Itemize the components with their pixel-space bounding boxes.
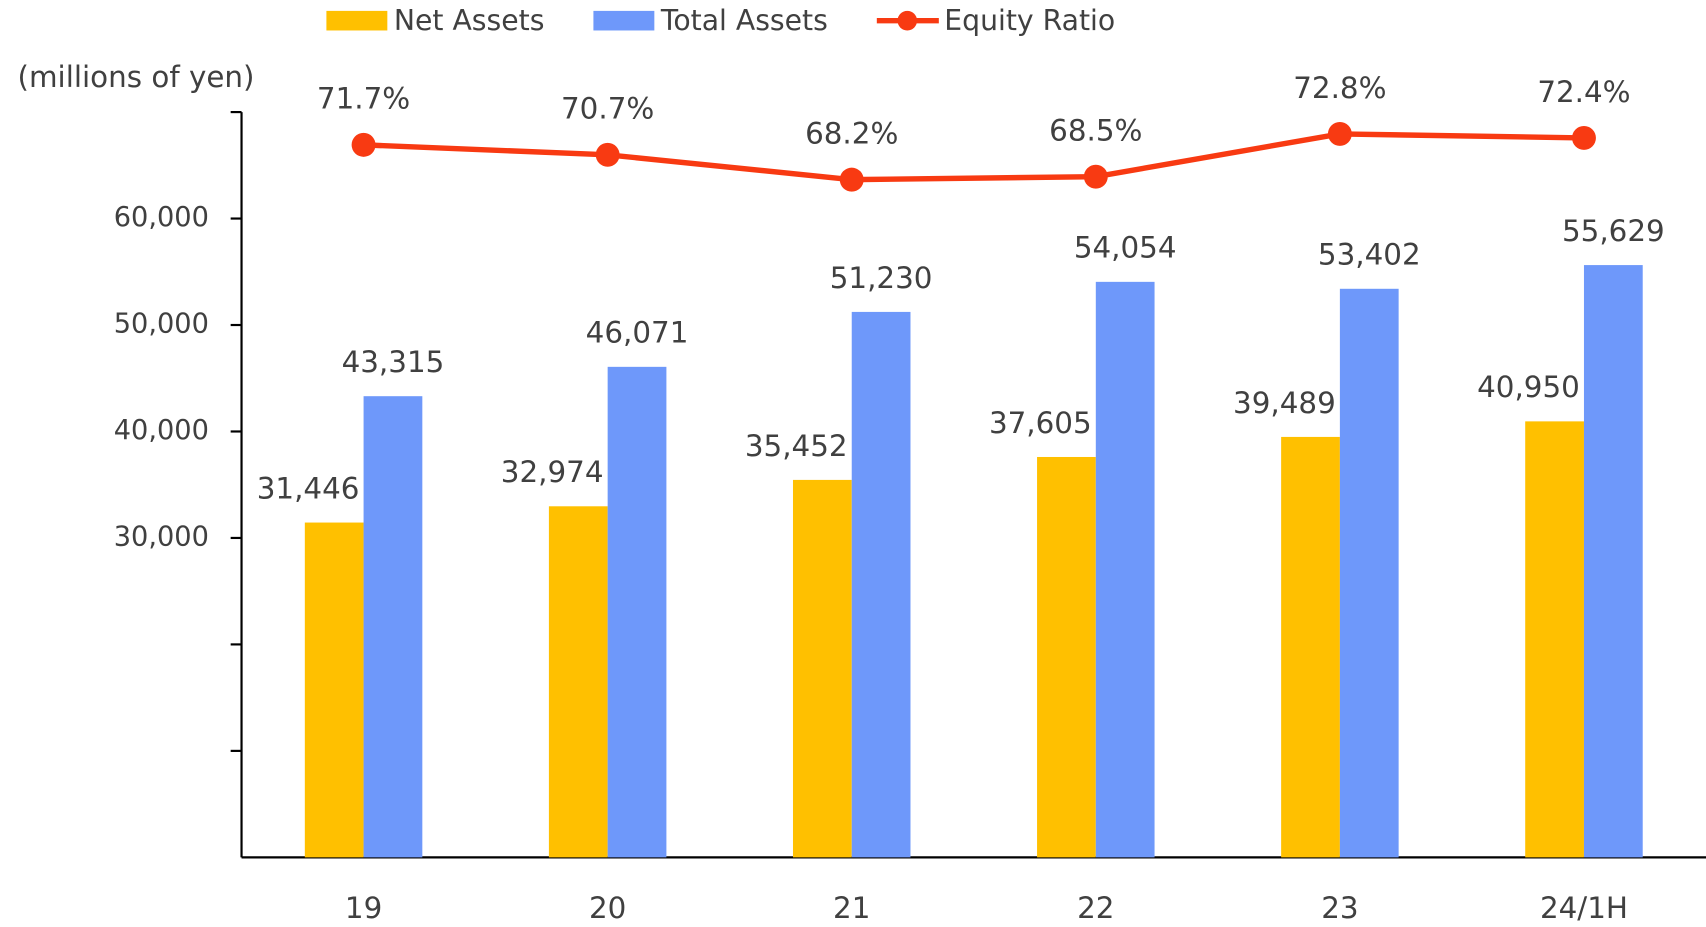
y-axis-label: (millions of yen) xyxy=(17,60,254,94)
line-point xyxy=(839,167,864,192)
line-value-label: 68.5% xyxy=(1049,114,1142,148)
bar-value-label: 54,054 xyxy=(1074,231,1177,265)
bar-value-label: 31,446 xyxy=(257,471,360,505)
line-value-label: 70.7% xyxy=(561,92,654,126)
bar-value-label: 32,974 xyxy=(501,455,604,489)
bar-value-label: 53,402 xyxy=(1318,238,1421,272)
y-tick-label: 40,000 xyxy=(114,415,209,446)
bar xyxy=(1281,436,1340,858)
bar xyxy=(363,396,423,858)
bar-value-label: 39,489 xyxy=(1233,386,1336,420)
x-tick-label: 23 xyxy=(1321,891,1358,925)
line-value-label: 68.2% xyxy=(805,117,898,151)
y-tick-label: 60,000 xyxy=(114,202,209,233)
x-tick-label: 22 xyxy=(1077,891,1114,925)
bar xyxy=(851,311,911,858)
bar xyxy=(1037,456,1096,858)
bar xyxy=(1583,265,1643,858)
bar-value-label: 37,605 xyxy=(989,406,1092,440)
line xyxy=(363,131,1585,183)
y-tick-label: 50,000 xyxy=(114,309,209,340)
legend-label: Equity Ratio xyxy=(944,4,1115,37)
line-point xyxy=(351,132,376,157)
legend-label: Net Assets xyxy=(394,4,545,37)
bar xyxy=(1095,281,1155,858)
line-point xyxy=(1571,125,1596,150)
bar-value-label: 51,230 xyxy=(830,261,933,295)
bar-value-label: 55,629 xyxy=(1562,214,1665,248)
y-tick-label: 30,000 xyxy=(114,521,209,552)
x-tick-label: 20 xyxy=(589,891,626,925)
bar-value-label: 40,950 xyxy=(1477,370,1580,404)
line-point xyxy=(595,142,620,167)
line-point xyxy=(1083,164,1108,189)
line-point xyxy=(1327,121,1352,146)
x-tick-label: 21 xyxy=(833,891,870,925)
bar xyxy=(304,522,364,858)
bar xyxy=(1339,288,1399,858)
line-value-label: 71.7% xyxy=(317,82,410,116)
bar xyxy=(1525,421,1584,858)
legend-swatch xyxy=(897,10,918,31)
line-value-label: 72.4% xyxy=(1537,75,1630,109)
x-tick-label: 24/1H xyxy=(1540,891,1628,925)
bar-value-label: 43,315 xyxy=(342,345,445,379)
bar-value-label: 46,071 xyxy=(586,316,689,350)
legend-label: Total Assets xyxy=(660,4,828,37)
legend-swatch xyxy=(593,10,655,31)
bar xyxy=(792,479,852,858)
legend-swatch xyxy=(326,10,388,31)
bar xyxy=(607,366,667,858)
bar xyxy=(548,506,608,858)
bar-value-label: 35,452 xyxy=(745,429,848,463)
line-value-label: 72.8% xyxy=(1293,71,1386,105)
x-tick-label: 19 xyxy=(345,891,382,925)
